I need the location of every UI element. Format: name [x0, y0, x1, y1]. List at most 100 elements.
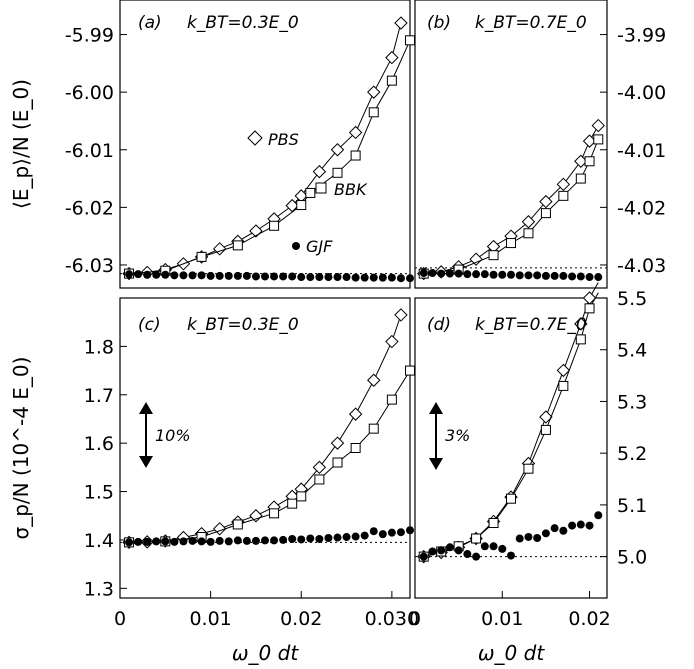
- panel-a-gjf-point: [242, 271, 251, 280]
- panel-b-pbs-point: [556, 177, 571, 192]
- panel-a-gjf-point: [152, 270, 161, 279]
- panel-c-gjf-point: [233, 536, 242, 545]
- panel-c-gjf-point: [251, 536, 260, 545]
- x-title-left: ω_0 dt: [232, 641, 300, 665]
- panel-d-xtick-label: 0.02: [568, 608, 610, 630]
- panel-b-ytick-label: -4.03: [617, 255, 666, 277]
- panel-b-gjf-point: [507, 270, 515, 279]
- panel-d-gjf-point: [507, 551, 515, 560]
- panel-b-gjf-point: [428, 269, 437, 278]
- panel-a-bbk-line: [129, 40, 411, 275]
- panel-a-gjf-point: [351, 273, 360, 282]
- panel-a-gjf-point: [315, 273, 324, 282]
- panel-d-ytick-label: 5.4: [617, 340, 647, 362]
- panel-d-gjf-point: [533, 534, 542, 542]
- panel-c-gjf-point: [387, 528, 396, 537]
- panel-a-gjf-point: [297, 273, 306, 282]
- panel-b-gjf-point: [489, 270, 498, 279]
- panel-c-gjf-point: [224, 537, 233, 546]
- panel-c-gjf-point: [134, 537, 143, 546]
- panel-a-gjf-point: [360, 273, 369, 282]
- panel-a-bbk-point: [350, 150, 361, 161]
- panel-d-pbs-point: [556, 363, 571, 378]
- panel-c-pbs-point: [348, 407, 363, 421]
- panel-c-bbk-point: [386, 394, 397, 405]
- panel-a-pbs-point: [367, 85, 381, 99]
- pbs-legend-marker: [247, 130, 263, 146]
- panel-d-condition: k_BT=0.7E_0: [475, 315, 587, 335]
- panel-b-gjf-point: [541, 271, 550, 280]
- panel-a-gjf-point: [396, 274, 405, 283]
- panel-b-letter: (b): [427, 13, 451, 33]
- panel-c-pbs-point: [367, 373, 381, 387]
- panel-c-gjf-point: [179, 537, 188, 546]
- panel-b-plot: -3.99 -4.00 -4.01 -4.02 -4.03: [415, 25, 666, 282]
- panel-a-pbs-point: [394, 16, 408, 30]
- panel-a-gjf-point: [188, 271, 197, 280]
- panel-b-gjf-point: [480, 270, 489, 279]
- panel-c-gjf-point: [396, 528, 405, 537]
- panel-c-pbs-point: [385, 334, 399, 349]
- panel-c-gjf-point: [152, 537, 161, 546]
- panel-d-letter: (d): [427, 315, 451, 335]
- panel-c-pbs-point: [249, 509, 263, 523]
- panel-c-pbs-point: [312, 460, 327, 475]
- panel-d-gjf-point: [498, 544, 507, 553]
- panel-d-gjf-point: [480, 542, 489, 551]
- panel-a-gjf-point: [170, 271, 179, 280]
- panel-b-bbk-line: [423, 139, 599, 275]
- panel-d-gjf-point: [524, 532, 533, 541]
- panel-c-gjf-point: [143, 537, 152, 546]
- panel-a-ytick-label: -6.02: [65, 197, 114, 219]
- panel-b-ytick-label: -4.00: [617, 82, 666, 104]
- panel-d-bbk-point: [506, 493, 516, 504]
- panel-a-bbk-point: [332, 167, 343, 178]
- panel-c-gjf-point: [206, 537, 215, 546]
- panel-c-xtick-label: 0.02: [280, 608, 322, 630]
- panel-d-bbk-point: [575, 334, 586, 345]
- panel-c-letter: (c): [138, 315, 161, 335]
- panel-a-plot: -5.99 -6.00 -6.01 -6.02 -6.03: [65, 16, 415, 283]
- panel-b-pbs-point: [539, 194, 553, 209]
- panel-d-gjf-point: [419, 552, 428, 561]
- panel-c-xtick-label: 0: [114, 608, 126, 630]
- panel-a-pbs-point: [385, 50, 399, 65]
- panel-a-gjf-point: [197, 271, 206, 280]
- panel-c-ytick-label: 1.4: [84, 530, 114, 552]
- panel-c-pbs-point: [394, 308, 408, 322]
- panel-b-gjf-point: [463, 270, 472, 279]
- panel-c-gjf-point: [270, 536, 279, 545]
- panel-c-pbs-point: [330, 436, 345, 450]
- panel-a-ytick-label: -5.99: [65, 25, 114, 47]
- panel-b-gjf-point: [524, 271, 533, 280]
- y-title-bottom: σ_p/N (10^-4 E_0): [9, 357, 33, 540]
- panel-c-gjf-point: [215, 536, 224, 545]
- arrow-3pct-label: 3%: [445, 426, 470, 445]
- panel-c-bbk-point: [296, 491, 307, 502]
- panel-c-gjf-point: [378, 530, 387, 539]
- panel-d-plot: 5.0 5.1 5.2 5.3 5.4 5.5 0 0.01 0.02: [409, 282, 647, 630]
- panel-a-bbk-point: [269, 220, 280, 231]
- panel-d-gjf-point: [489, 542, 498, 551]
- panel-c-gjf-point: [315, 534, 324, 543]
- panel-a-pbs-point: [212, 242, 227, 256]
- panel-b-gjf-point: [568, 272, 577, 281]
- panel-a-gjf-point: [333, 273, 342, 282]
- panel-d-gjf-point: [515, 534, 524, 543]
- panel-a-gjf-point: [324, 273, 333, 282]
- panel-a-condition: k_BT=0.3E_0: [187, 13, 299, 33]
- panel-d-gjf-point: [585, 521, 594, 530]
- panel-b-gjf-point: [445, 269, 454, 278]
- panel-c-ytick-label: 1.5: [84, 482, 114, 504]
- panel-c-gjf-point: [279, 535, 288, 544]
- panel-c-xtick-label: 0.030: [365, 608, 419, 630]
- panel-b-gjf-point: [559, 271, 568, 280]
- panel-c-bbk-point: [269, 508, 280, 519]
- panel-c-gjf-point: [351, 532, 360, 541]
- panel-a-gjf-point: [378, 273, 387, 282]
- panel-d-ytick-label: 5.2: [617, 443, 647, 465]
- panel-a-gjf-point: [387, 273, 396, 282]
- panel-c-condition: k_BT=0.3E_0: [187, 315, 299, 335]
- panel-b-ytick-label: -4.02: [617, 197, 666, 219]
- panel-d-bbk-point: [471, 533, 482, 544]
